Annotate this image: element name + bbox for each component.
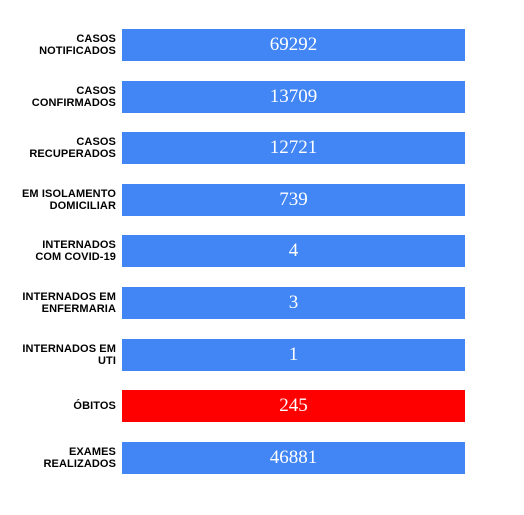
indicator-label: EM ISOLAMENTO DOMICILIAR: [0, 184, 116, 216]
indicator-row-internados-enfermaria: INTERNADOS EM ENFERMARIA 3: [0, 286, 524, 339]
indicator-value: 1: [288, 343, 299, 365]
indicator-bar: 1: [122, 338, 465, 371]
indicator-label-line2: ENFERMARIA: [41, 302, 116, 315]
indicator-label: EXAMES REALIZADOS: [0, 442, 116, 474]
indicator-label-line1: EM ISOLAMENTO: [22, 187, 116, 200]
indicator-bar: 69292: [122, 29, 465, 61]
indicator-row-exames-realizados: EXAMES REALIZADOS 46881: [0, 441, 524, 494]
indicator-label-line1: INTERNADOS EM: [22, 290, 116, 303]
indicator-value: 4: [288, 240, 299, 262]
indicator-value: 46881: [269, 446, 318, 468]
indicator-row-casos-recuperados: CASOS RECUPERADOS 12721: [0, 132, 524, 184]
indicator-label-line2: DOMICILIAR: [49, 199, 116, 212]
indicator-row-internados-uti: INTERNADOS EM UTI 1: [0, 338, 524, 391]
indicator-row-internados-covid: INTERNADOS COM COVID-19 4: [0, 235, 524, 287]
indicator-bar: 739: [122, 183, 465, 216]
indicator-label-line1: ÓBITOS: [73, 400, 116, 413]
indicator-label-line1: INTERNADOS EM: [22, 342, 116, 355]
indicator-label-line1: CASOS: [76, 33, 116, 45]
indicator-label-line1: EXAMES: [68, 445, 116, 458]
indicator-label-line2: NOTIFICADOS: [39, 45, 116, 57]
indicator-bar: 12721: [122, 132, 465, 165]
indicator-row-obitos: ÓBITOS 245: [0, 390, 524, 442]
indicator-label: INTERNADOS EM ENFERMARIA: [0, 287, 116, 319]
indicator-value: 13709: [269, 85, 318, 107]
indicator-bar: 4: [122, 235, 465, 268]
indicator-row-casos-confirmados: CASOS CONFIRMADOS 13709: [0, 80, 524, 133]
indicator-bar: 46881: [122, 441, 465, 474]
indicator-value: 3: [288, 291, 299, 313]
indicator-label: CASOS RECUPERADOS: [0, 132, 116, 164]
indicator-label: INTERNADOS EM UTI: [0, 339, 116, 371]
indicator-label: CASOS CONFIRMADOS: [0, 81, 116, 113]
indicator-label-line2: CONFIRMADOS: [31, 96, 116, 109]
indicator-value: 12721: [269, 137, 318, 159]
indicator-bar: 13709: [122, 80, 465, 113]
indicator-label: INTERNADOS COM COVID-19: [0, 235, 116, 267]
indicator-value: 739: [279, 188, 308, 210]
indicator-label-line2: COM COVID-19: [35, 251, 116, 264]
indicator-bar-deaths: 245: [122, 390, 465, 423]
indicator-bar: 3: [122, 286, 465, 319]
indicator-label-line2: UTI: [97, 354, 116, 367]
indicator-value: 245: [279, 395, 308, 417]
indicator-label: CASOS NOTIFICADOS: [0, 29, 116, 61]
indicator-label-line2: REALIZADOS: [43, 457, 116, 470]
indicator-label: ÓBITOS: [0, 390, 116, 422]
covid-indicators-panel: CASOS NOTIFICADOS 69292 CASOS CONFIRMADO…: [0, 29, 524, 493]
indicator-value: 69292: [269, 34, 318, 55]
indicator-row-casos-notificados: CASOS NOTIFICADOS 69292: [0, 29, 524, 81]
indicator-label-line2: RECUPERADOS: [29, 148, 116, 161]
indicator-label-line1: INTERNADOS: [42, 239, 116, 252]
indicator-label-line1: CASOS: [76, 136, 116, 149]
indicator-label-line1: CASOS: [76, 84, 116, 97]
indicator-row-isolamento-domiciliar: EM ISOLAMENTO DOMICILIAR 739: [0, 183, 524, 236]
